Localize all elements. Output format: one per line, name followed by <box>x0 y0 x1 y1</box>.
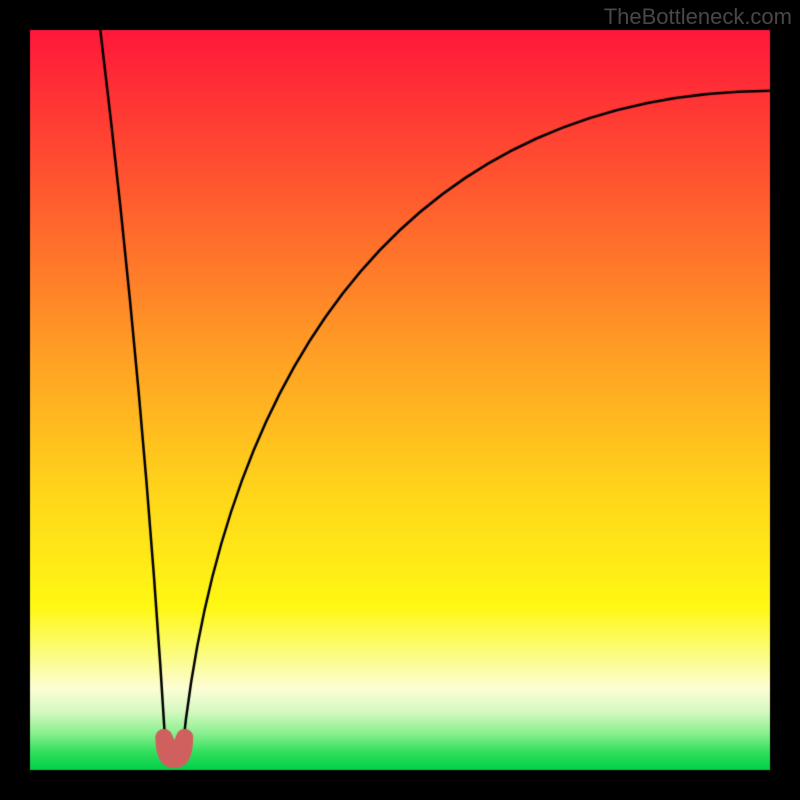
heatmap-curve-plot <box>0 0 800 800</box>
chart-container: TheBottleneck.com <box>0 0 800 800</box>
watermark-text: TheBottleneck.com <box>604 4 792 30</box>
